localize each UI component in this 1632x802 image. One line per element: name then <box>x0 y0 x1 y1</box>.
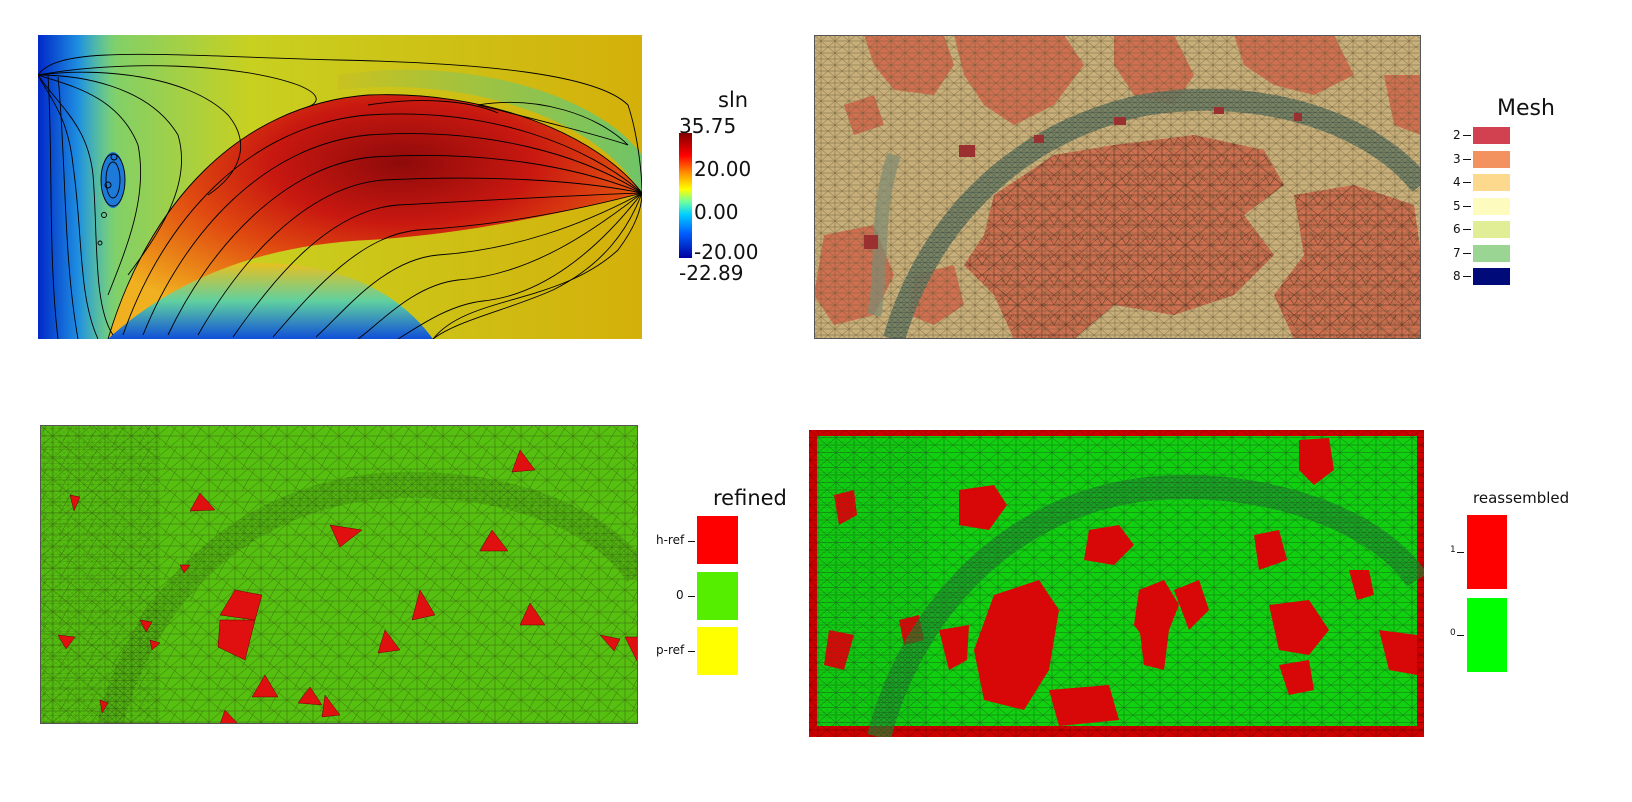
mesh-legend-label: 2 <box>1453 128 1461 142</box>
mesh-swatch-5 <box>1473 198 1510 215</box>
mesh-plot <box>814 35 1421 339</box>
refined-plot <box>40 425 638 724</box>
mesh-swatch-3 <box>1473 151 1510 168</box>
solution-plot <box>38 35 642 339</box>
solution-tick-0: 0.00 <box>694 200 739 224</box>
mesh-field <box>814 35 1421 339</box>
mesh-swatch-7 <box>1473 245 1510 262</box>
mesh-legend-label: 7 <box>1453 246 1461 260</box>
refined-swatch-href <box>697 516 738 564</box>
reassembled-legend-title: reassembled <box>1473 489 1570 507</box>
refined-legend-title: refined <box>713 486 787 510</box>
reassembled-legend-label: 1 <box>1450 545 1456 555</box>
refined-field <box>40 425 638 724</box>
mesh-legend-label: 8 <box>1453 269 1461 283</box>
mesh-swatch-8 <box>1473 268 1510 285</box>
mesh-swatch-4 <box>1473 174 1510 191</box>
reassembled-swatch-1 <box>1467 515 1507 589</box>
solution-min-label: -22.89 <box>679 261 744 285</box>
reassembled-plot <box>809 430 1424 737</box>
mesh-legend-label: 5 <box>1453 199 1461 213</box>
mesh-legend-label: 3 <box>1453 152 1461 166</box>
mesh-swatch-2 <box>1473 127 1510 144</box>
reassembled-swatch-0 <box>1467 598 1507 672</box>
refined-swatch-0 <box>697 572 738 620</box>
refined-legend-label: h-ref <box>656 533 685 547</box>
solution-field <box>38 35 642 339</box>
solution-tick-neg20: -20.00 <box>694 240 759 264</box>
refined-legend-label: 0 <box>676 588 684 602</box>
refined-swatch-pref <box>697 627 738 675</box>
refined-legend-label: p-ref <box>656 643 685 657</box>
mesh-swatch-6 <box>1473 221 1510 238</box>
mesh-legend-title: Mesh <box>1497 96 1555 121</box>
solution-legend-title: sln <box>718 88 749 112</box>
reassembled-legend-label: 0 <box>1450 628 1456 638</box>
solution-tick-20: 20.00 <box>694 157 752 181</box>
reassembled-field <box>809 430 1424 737</box>
solution-colorbar <box>679 133 692 258</box>
mesh-legend-label: 6 <box>1453 222 1461 236</box>
mesh-legend-label: 4 <box>1453 175 1461 189</box>
